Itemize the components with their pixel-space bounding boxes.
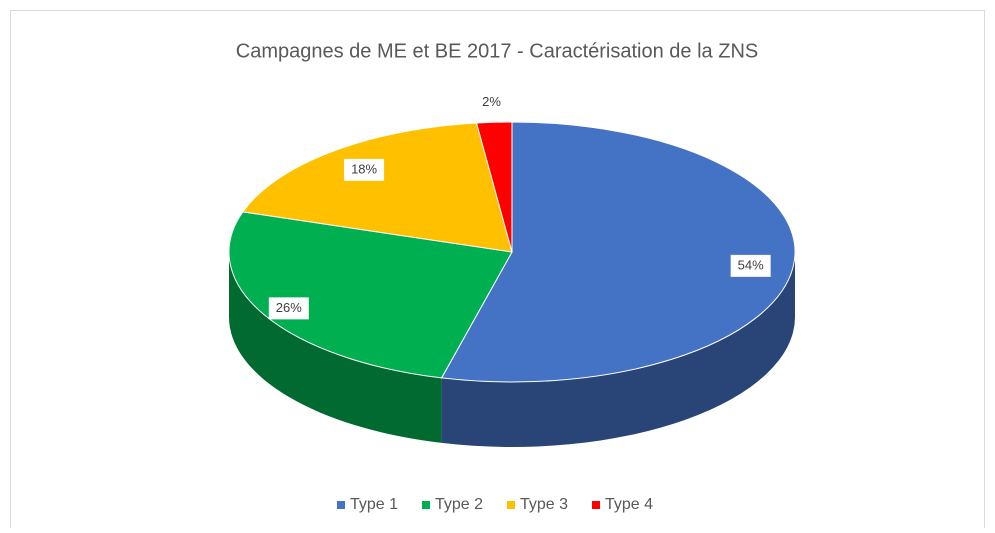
legend-swatch [337, 501, 345, 509]
legend-label: Type 3 [520, 496, 568, 513]
slice [228, 211, 513, 379]
slice [241, 122, 513, 253]
slice [440, 121, 796, 383]
legend-label: Type 4 [605, 496, 653, 513]
data-label: 18% [351, 161, 377, 176]
legend-swatch [422, 501, 430, 509]
data-label: 2% [482, 94, 501, 109]
chart-title: Campagnes de ME et BE 2017 - Caractérisa… [236, 40, 758, 62]
data-label-box [730, 254, 771, 277]
legend-swatch [507, 501, 515, 509]
data-label-box [344, 158, 385, 181]
legend-label: Type 1 [350, 496, 398, 513]
slice-side [229, 252, 442, 443]
data-label: 54% [738, 257, 764, 272]
data-label-box [268, 297, 309, 320]
legend-swatch [592, 501, 600, 509]
legend-label: Type 2 [435, 496, 483, 513]
data-label: 26% [276, 300, 302, 315]
slice-side [441, 252, 795, 447]
slice [475, 121, 513, 253]
